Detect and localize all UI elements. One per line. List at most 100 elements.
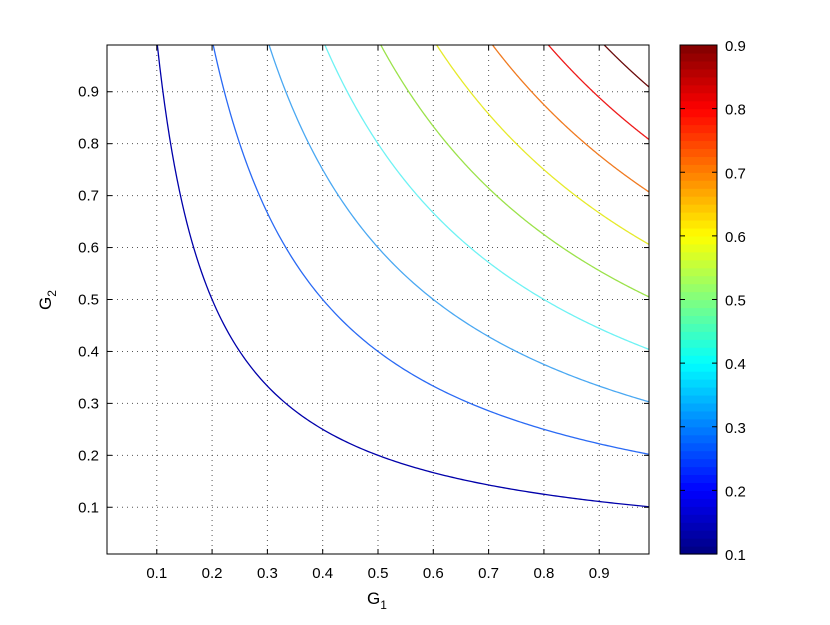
y-tick-label: 0.5	[78, 292, 99, 309]
colorbar-ticks: 0.1 0.2 0.3 0.4 0.5 0.6 0.7 0.8 0.9	[680, 38, 746, 564]
colorbar-swatch	[680, 514, 717, 523]
colorbar-swatch	[680, 355, 717, 364]
colorbar-tick-label: 0.3	[725, 420, 746, 437]
x-tick-label: 0.1	[146, 565, 167, 582]
colorbar-swatch	[680, 180, 717, 189]
colorbar-tick-label: 0.4	[725, 356, 746, 373]
y-tick-label: 0.3	[78, 395, 99, 412]
contour-line-0.1	[156, 45, 649, 508]
y-tick-label: 0.6	[78, 240, 99, 257]
colorbar-swatch	[680, 235, 717, 245]
colorbar-tick-label: 0.6	[725, 229, 746, 246]
contour-line-0.7	[492, 45, 649, 193]
colorbar-swatch	[680, 363, 717, 372]
contour-line-0.3	[268, 45, 649, 403]
colorbar-swatch	[680, 299, 717, 309]
colorbar-swatch	[680, 331, 717, 340]
x-tick-label: 0.8	[533, 565, 554, 582]
contour-line-0.8	[547, 45, 649, 141]
y-tick-label: 0.7	[78, 188, 99, 205]
colorbar-swatch	[680, 243, 717, 253]
colorbar-swatch	[680, 371, 717, 380]
colorbar-swatch	[680, 148, 717, 157]
colorbar-swatch	[680, 156, 717, 165]
colorbar-tick-label: 0.2	[725, 483, 746, 500]
colorbar-swatch	[680, 530, 717, 539]
colorbar-swatch	[680, 188, 717, 197]
colorbar-swatch	[680, 466, 717, 476]
colorbar-swatch	[680, 196, 717, 205]
colorbar-swatch	[680, 45, 717, 54]
colorbar-tick-label: 0.1	[725, 547, 746, 564]
y-tick-label: 0.4	[78, 343, 99, 360]
colorbar-swatch	[680, 410, 717, 420]
contour-line-0.2	[212, 45, 649, 455]
y-axis-label: G2	[36, 290, 59, 310]
contour-lines	[156, 45, 649, 508]
colorbar-tick-label: 0.7	[725, 165, 746, 182]
x-tick-label: 0.4	[312, 565, 333, 582]
colorbar-swatch	[680, 204, 717, 213]
colorbar-tick-label: 0.8	[725, 102, 746, 119]
colorbar-swatch	[680, 386, 717, 396]
x-tick-label: 0.6	[423, 565, 444, 582]
colorbar-swatch	[680, 474, 717, 484]
colorbar-swatch	[680, 172, 717, 181]
colorbar-swatch	[680, 434, 717, 444]
x-axis-label: G1	[367, 589, 387, 612]
x-tick-label: 0.2	[202, 565, 223, 582]
y-tick-label: 0.8	[78, 136, 99, 153]
colorbar-swatch	[680, 538, 717, 547]
contour-line-0.6	[436, 45, 649, 245]
colorbar-swatch	[680, 124, 717, 134]
colorbar-swatch	[680, 100, 717, 110]
colorbar-swatch	[680, 379, 717, 388]
x-tick-label: 0.9	[589, 565, 610, 582]
colorbar-swatch	[680, 164, 717, 173]
colorbar-swatch	[680, 315, 717, 324]
colorbar-swatch	[680, 307, 717, 317]
x-tick-label: 0.5	[368, 565, 389, 582]
colorbar-swatch	[680, 116, 717, 126]
colorbar-tick-label: 0.9	[725, 38, 746, 55]
colorbar-swatch	[680, 418, 717, 428]
colorbar-swatch	[680, 212, 717, 221]
colorbar-swatch	[680, 140, 717, 149]
y-tick-label: 0.9	[78, 84, 99, 101]
colorbar-swatch	[680, 450, 717, 460]
y-axis-ticks: 0.1 0.2 0.3 0.4 0.5 0.6 0.7 0.8 0.9	[78, 84, 649, 516]
colorbar-swatch	[680, 219, 717, 229]
colorbar-swatch	[680, 227, 717, 237]
colorbar-tick-label: 0.5	[725, 293, 746, 310]
colorbar-swatch	[680, 68, 717, 78]
colorbar-swatch	[680, 60, 717, 70]
colorbar-swatch	[680, 506, 717, 515]
colorbar-swatch	[680, 92, 717, 102]
colorbar-swatch	[680, 522, 717, 531]
colorbar-swatch	[680, 458, 717, 468]
x-tick-label: 0.3	[257, 565, 278, 582]
colorbar-swatch	[680, 267, 717, 277]
colorbar-swatch	[680, 251, 717, 261]
colorbar-swatch	[680, 259, 717, 269]
colorbar-swatch	[680, 394, 717, 404]
colorbar-swatch	[680, 275, 717, 285]
colorbar-swatch	[680, 84, 717, 94]
contour-line-0.4	[324, 45, 649, 350]
colorbar-swatch	[680, 490, 717, 499]
colorbar-swatch	[680, 482, 717, 491]
colorbar-swatch	[680, 546, 717, 555]
colorbar-swatch	[680, 498, 717, 507]
colorbar-swatch	[680, 426, 717, 436]
colorbar-swatch	[680, 283, 717, 293]
contour-line-0.9	[603, 45, 649, 88]
colorbar-swatch	[680, 339, 717, 348]
y-tick-label: 0.2	[78, 447, 99, 464]
colorbar-swatch	[680, 442, 717, 452]
colorbar-swatch	[680, 402, 717, 412]
colorbar-swatch	[680, 52, 717, 62]
colorbar-swatch	[680, 132, 717, 142]
colorbar-swatch	[680, 291, 717, 301]
colorbar	[680, 45, 717, 555]
